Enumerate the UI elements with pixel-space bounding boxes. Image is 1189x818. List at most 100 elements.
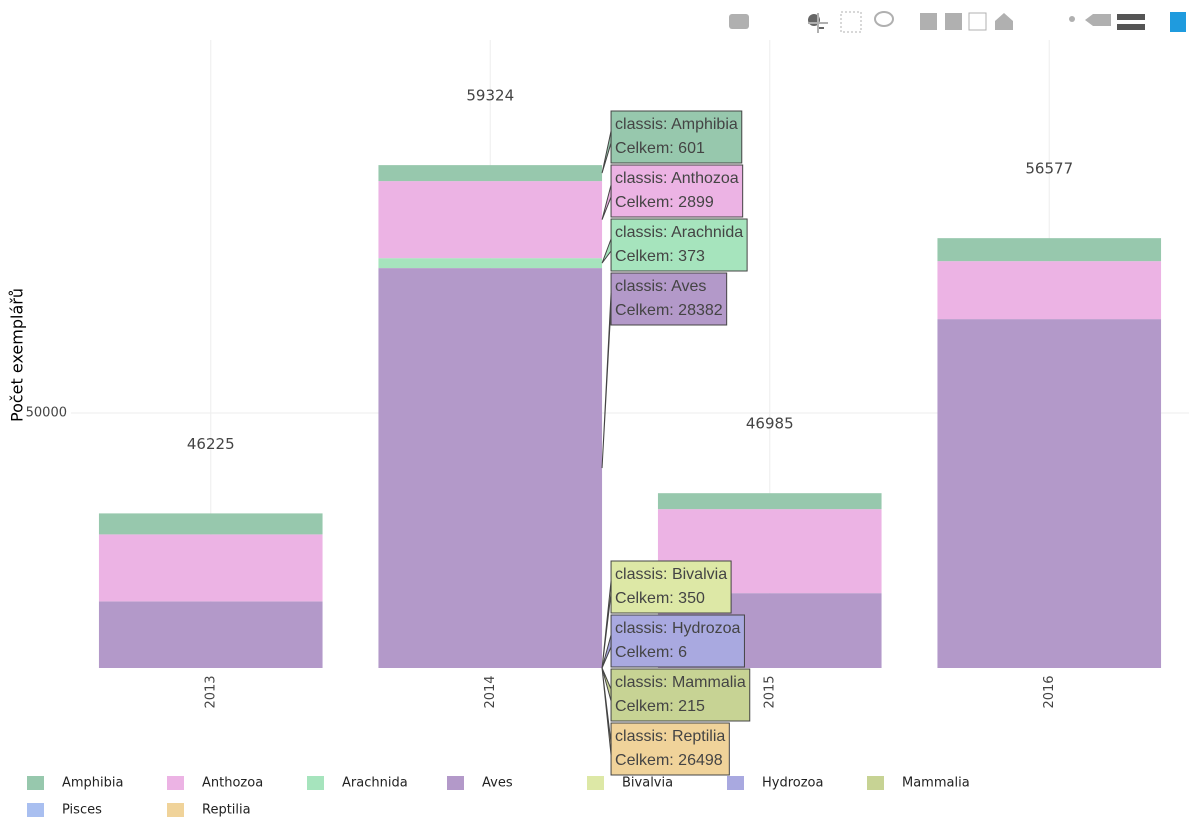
bar-segment [378,181,603,259]
toolbar [729,11,1186,33]
total-label: 46985 [746,415,794,433]
total-label: 56577 [1025,160,1073,178]
bar-segment [937,261,1162,320]
tool-select[interactable] [840,11,862,33]
legend-label: Aves [482,776,513,791]
hover-prefix: Celkem: [615,752,678,769]
hover-arrow [601,634,612,669]
hover-name: classis: Mammalia [615,674,746,691]
legend-swatch [587,776,604,790]
hover-label: classis: Hydrozoa Celkem: 6 [601,614,745,669]
legend-label: Hydrozoa [762,776,823,791]
hover-prefix: classis: [615,116,671,133]
x-tick-label: 2014 [483,675,498,708]
bar-segment [937,238,1162,262]
hover-box [610,110,743,164]
hover-arrow [601,580,612,669]
legend-label: Mammalia [902,776,970,791]
hover-arrow [601,667,612,702]
hover-prefix: classis: [615,224,671,241]
hover-prefix: classis: [615,278,671,295]
hover-label: classis: Anthozoa Celkem: 2899 [601,164,744,220]
hover-name: classis: Arachnida [615,224,743,241]
hover-label: classis: Bivalvia Celkem: 350 [601,560,732,669]
hover-series: Bivalvia [672,566,727,583]
hover-value: Celkem: 2899 [615,194,714,211]
tool-home[interactable] [995,13,1013,30]
legend-swatch [867,776,884,790]
hover-label: classis: Amphibia Celkem: 601 [601,110,743,174]
hover-name: classis: Amphibia [615,116,738,133]
tool-spike[interactable] [1069,16,1075,22]
x-tick-label: 2013 [203,675,218,708]
legend-label: Pisces [62,803,102,818]
hover-series: Hydrozoa [672,620,741,637]
hover-prefix: Celkem: [615,698,678,715]
legend-label: Bivalvia [622,776,673,791]
hover-prefix: Celkem: [615,140,678,157]
hover-value: Celkem: 601 [615,140,705,157]
hover-arrow [601,292,612,469]
bar-segment [378,268,603,668]
bar-segment [98,534,323,602]
hover-prefix: Celkem: [615,590,678,607]
hover-number: 215 [678,698,705,715]
x-tick-label: 2015 [762,675,777,708]
hover-name: classis: Aves [615,278,706,295]
hover-box [610,614,745,668]
hover-name: classis: Bivalvia [615,566,727,583]
hover-prefix: Celkem: [615,302,678,319]
tool-lasso[interactable] [874,11,894,27]
y-axis-title: Počet exemplářů [8,288,27,422]
hover-series: Arachnida [671,224,743,241]
hover-series: Aves [671,278,706,295]
tool-pan[interactable] [808,13,828,33]
tool-zoom-out[interactable] [945,13,962,30]
hover-prefix: Celkem: [615,644,678,661]
hover-prefix: classis: [615,566,672,583]
hover-label: classis: Arachnida Celkem: 373 [601,218,748,272]
legend-swatch [27,803,44,817]
hover-number: 373 [678,248,705,265]
hover-series: Anthozoa [671,170,739,187]
hover-value: Celkem: 6 [615,644,687,661]
hover-prefix: classis: [615,170,671,187]
hover-series: Amphibia [671,116,738,133]
bar-segment [378,165,603,182]
legend-swatch [167,776,184,790]
hover-value: Celkem: 28382 [615,302,723,319]
hover-prefix: classis: [615,674,672,691]
hover-label: classis: Reptilia Celkem: 26498 [601,667,730,776]
hover-series: Mammalia [672,674,746,691]
y-tick-label: 50000 [26,406,67,421]
hover-box [610,722,730,776]
hover-number: 350 [678,590,705,607]
hover-arrow [601,238,612,264]
tool-camera[interactable] [729,14,749,29]
tool-logo[interactable] [1170,12,1186,32]
total-label: 46225 [187,435,235,453]
hover-number: 6 [678,644,687,661]
legend-label: Arachnida [342,776,408,791]
hover-prefix: classis: [615,620,672,637]
hover-value: Celkem: 373 [615,248,705,265]
bar-segment [378,258,603,269]
legend-swatch [27,776,44,790]
bar-segment [657,493,882,510]
tool-zoom-in[interactable] [920,13,937,30]
hover-name: classis: Reptilia [615,728,725,745]
tool-autoscale[interactable] [968,12,987,31]
hover-prefix: Celkem: [615,194,678,211]
hover-number: 26498 [678,752,723,769]
tool-hover-compare[interactable] [1117,14,1145,30]
hover-value: Celkem: 215 [615,698,705,715]
legend-label: Reptilia [202,803,251,818]
legend-label: Amphibia [62,776,124,791]
x-tick-label: 2016 [1042,675,1057,708]
hover-box [610,560,732,614]
hover-arrow [601,130,612,174]
tool-hover-closest[interactable] [1085,14,1111,26]
hover-value: Celkem: 26498 [615,752,723,769]
hover-box [610,272,728,326]
